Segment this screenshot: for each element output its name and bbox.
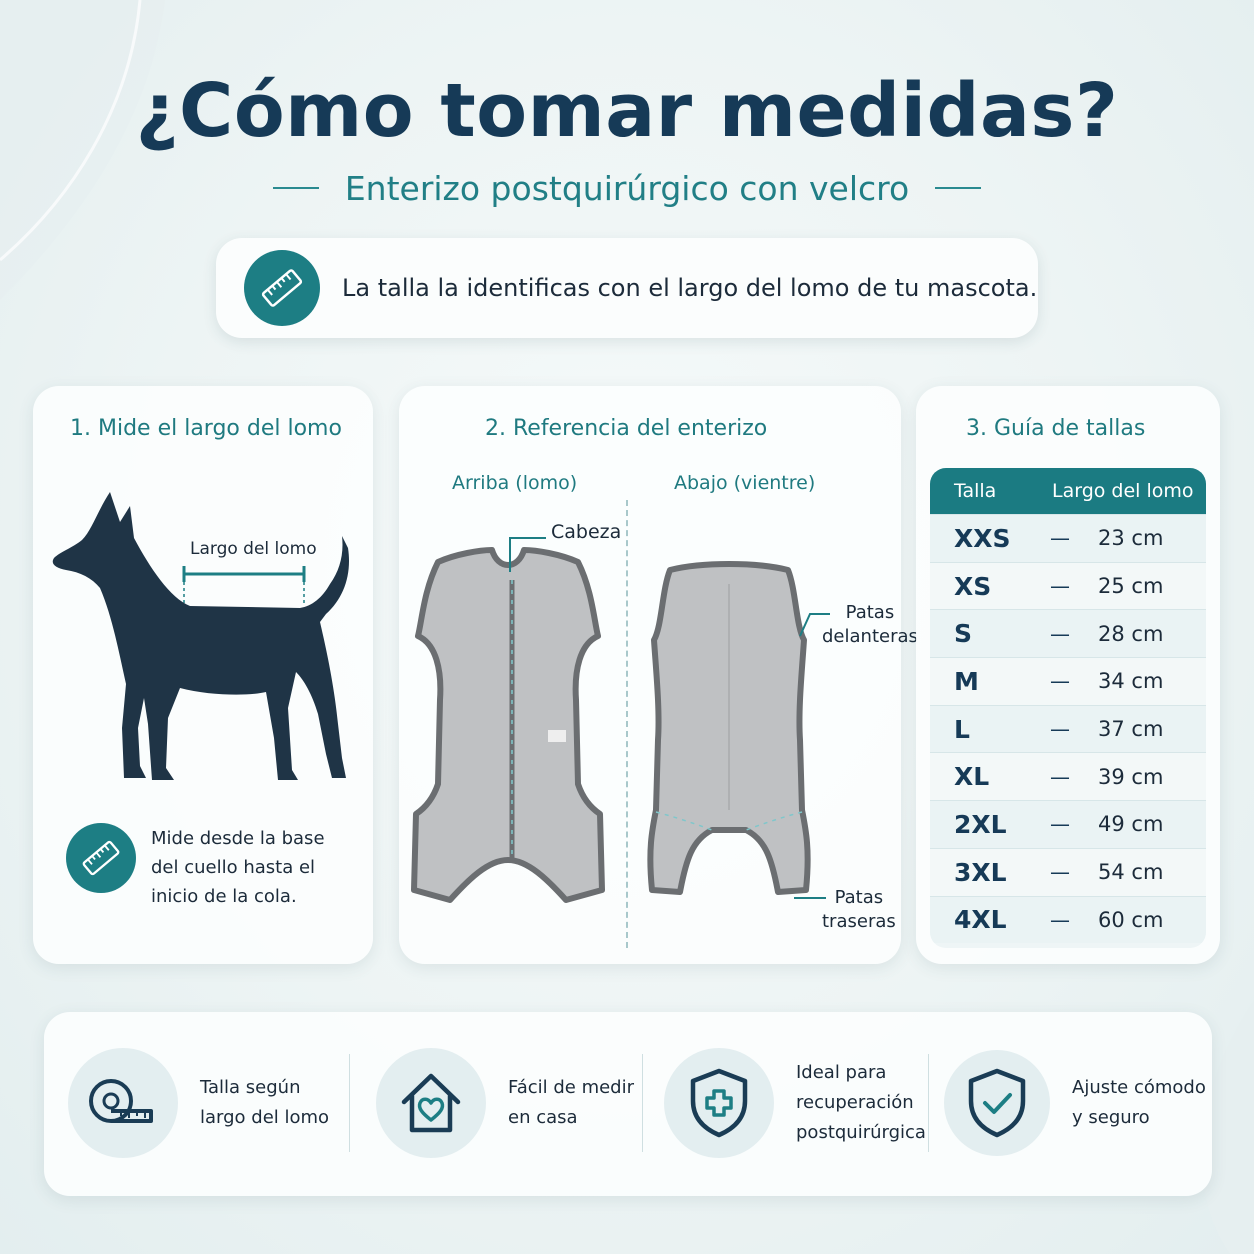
size-cell: S — [954, 619, 973, 649]
measure-label: Largo del lomo — [190, 539, 317, 559]
size-cell: L — [954, 714, 970, 744]
size-cell: M — [954, 666, 979, 696]
banner-text: La talla la identificas con el largo del… — [342, 274, 1038, 302]
instruction-line: Mide desde la base — [151, 828, 325, 849]
feature-text: Fácil de medir en casa — [508, 1073, 634, 1133]
dog-silhouette — [52, 492, 350, 780]
table-row: 3XL — 54 cm — [930, 847, 1206, 896]
table-row: S — 28 cm — [930, 609, 1206, 658]
length-cell: 37 cm — [1098, 717, 1164, 742]
measuring-tape-icon — [68, 1048, 178, 1158]
shield-plus-icon — [664, 1048, 774, 1158]
feature-line: Talla según — [200, 1077, 301, 1098]
feature-text: Ajuste cómodo y seguro — [1072, 1073, 1206, 1133]
top-view-label: Arriba (lomo) — [452, 472, 578, 494]
length-cell: 54 cm — [1098, 860, 1164, 885]
instruction-line: inicio de la cola. — [151, 886, 297, 907]
feature-line: y seguro — [1072, 1107, 1150, 1128]
length-cell: 49 cm — [1098, 812, 1164, 837]
feature-text: Talla según largo del lomo — [200, 1073, 329, 1133]
info-banner: La talla la identificas con el largo del… — [216, 238, 1038, 338]
dash-cell: — — [1050, 717, 1070, 742]
feature-divider — [349, 1054, 350, 1152]
table-row: XS — 25 cm — [930, 561, 1206, 610]
feature-divider — [928, 1054, 929, 1152]
page-subtitle: Enterizo postquirúrgico con velcro — [344, 168, 910, 208]
subtitle-row: Enterizo postquirúrgico con velcro — [0, 168, 1254, 208]
size-cell: XXS — [954, 523, 1011, 553]
table-row: M — 34 cm — [930, 657, 1206, 705]
feature-item: Ideal para recuperación postquirúrgica — [664, 1044, 926, 1162]
dash-cell: — — [1050, 860, 1070, 885]
front-legs-callout-line — [799, 613, 830, 637]
dash-cell: — — [1050, 526, 1070, 551]
step2-title: 2. Referencia del enterizo — [485, 416, 768, 441]
page-title: ¿Cómo tomar medidas? — [135, 68, 1119, 154]
size-table: Talla Largo del lomo XXS — 23 cm XS — 25 cm S —… — [930, 468, 1206, 948]
view-divider — [626, 500, 628, 948]
length-cell: 39 cm — [1098, 764, 1164, 789]
size-cell: 3XL — [954, 857, 1007, 887]
dash-cell: — — [1050, 907, 1070, 932]
length-cell: 34 cm — [1098, 669, 1164, 694]
length-cell: 25 cm — [1098, 574, 1164, 599]
feature-item: Ajuste cómodo y seguro — [944, 1044, 1206, 1162]
subtitle-divider-right — [935, 187, 982, 189]
table-row: 4XL — 60 cm — [930, 895, 1206, 944]
feature-line: Ajuste cómodo — [1072, 1077, 1206, 1098]
back-legs-callout: Patas traseras — [822, 886, 896, 934]
feature-text: Ideal para recuperación postquirúrgica — [796, 1058, 926, 1148]
feature-item: Fácil de medir en casa — [376, 1044, 634, 1162]
table-row: 2XL — 49 cm — [930, 800, 1206, 848]
bottom-view-label: Abajo (vientre) — [674, 472, 816, 494]
feature-line: largo del lomo — [200, 1107, 330, 1128]
back-legs-callout-line — [794, 897, 826, 899]
house-heart-icon — [376, 1048, 486, 1158]
feature-divider — [642, 1054, 643, 1152]
table-body: XXS — 23 cm XS — 25 cm S — 28 cm M — 34 cm L — 37 cm XL… — [930, 514, 1206, 944]
step1-title: 1. Mide el largo del lomo — [70, 416, 342, 441]
feature-line: Ideal para — [796, 1062, 887, 1083]
length-cell: 23 cm — [1098, 526, 1164, 551]
table-row: XXS — 23 cm — [930, 514, 1206, 562]
step1-instruction: Mide desde la base del cuello hasta el i… — [151, 824, 325, 911]
table-row: L — 37 cm — [930, 704, 1206, 753]
garment-bottom-view — [647, 561, 811, 895]
subtitle-divider-left — [272, 187, 319, 189]
length-cell: 28 cm — [1098, 621, 1164, 646]
feature-line: postquirúrgica — [796, 1122, 926, 1143]
size-cell: 2XL — [954, 809, 1007, 839]
size-cell: 4XL — [954, 905, 1007, 935]
size-cell: XL — [954, 762, 990, 792]
head-callout-line — [509, 537, 546, 572]
callout-line: traseras — [822, 911, 896, 932]
table-header: Talla Largo del lomo — [930, 468, 1206, 514]
dash-cell: — — [1050, 812, 1070, 837]
column-header-length: Largo del lomo — [1052, 480, 1194, 502]
dash-cell: — — [1050, 669, 1070, 694]
shield-check-icon — [944, 1050, 1050, 1156]
callout-line: Patas — [845, 602, 895, 623]
feature-line: en casa — [508, 1107, 578, 1128]
column-header-size: Talla — [954, 480, 997, 502]
instruction-line: del cuello hasta el — [151, 857, 316, 878]
feature-line: Fácil de medir — [508, 1077, 635, 1098]
callout-line: delanteras — [822, 626, 918, 647]
step3-title: 3. Guía de tallas — [966, 416, 1146, 441]
front-legs-callout: Patas delanteras — [822, 601, 918, 649]
feature-line: recuperación — [796, 1092, 914, 1113]
garment-top-view — [411, 547, 605, 903]
ruler-icon — [244, 250, 320, 326]
callout-line: Patas — [834, 887, 884, 908]
length-cell: 60 cm — [1098, 907, 1164, 932]
head-callout: Cabeza — [551, 521, 622, 543]
dash-cell: — — [1050, 764, 1070, 789]
size-cell: XS — [954, 571, 992, 601]
table-row: XL — 39 cm — [930, 752, 1206, 801]
ruler-icon — [66, 823, 136, 893]
dash-cell: — — [1050, 621, 1070, 646]
dash-cell: — — [1050, 574, 1070, 599]
feature-item: Talla según largo del lomo — [68, 1044, 329, 1162]
